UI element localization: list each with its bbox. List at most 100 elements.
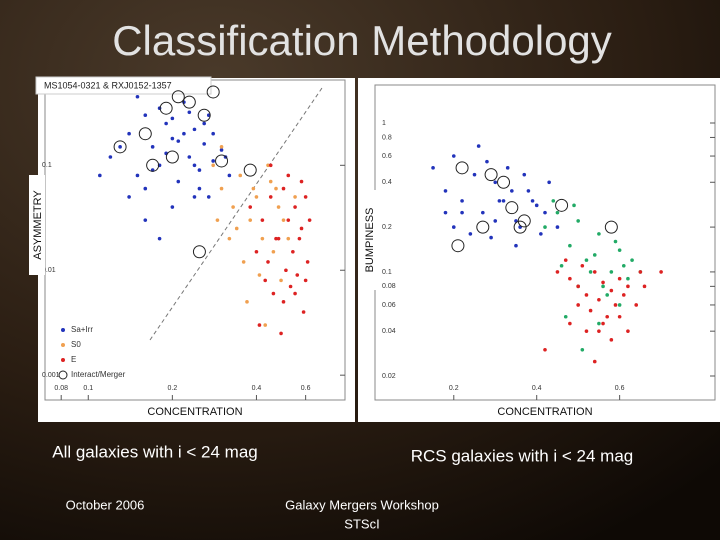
point: [588, 270, 593, 274]
point: [192, 163, 197, 168]
point: [143, 218, 148, 222]
point: [299, 179, 304, 184]
x-tick-label: 0.6: [301, 385, 311, 392]
point: [192, 127, 197, 132]
y-tick-label: 0.4: [382, 179, 392, 186]
point: [547, 180, 551, 185]
caption: All galaxies with i < 24 mag: [52, 442, 258, 461]
point: [254, 249, 259, 254]
point: [301, 310, 306, 314]
point: [286, 173, 291, 178]
panel: [38, 78, 355, 422]
point: [431, 166, 435, 170]
point: [215, 218, 220, 222]
point: [170, 116, 175, 121]
point: [621, 263, 626, 268]
point: [254, 195, 259, 199]
point: [170, 136, 175, 141]
point: [293, 195, 297, 199]
merger-marker: [517, 214, 531, 228]
merger-marker: [192, 245, 206, 259]
point: [584, 293, 589, 297]
subtitle-box: [35, 76, 212, 95]
point: [202, 142, 206, 146]
point: [559, 263, 564, 268]
point: [288, 284, 293, 289]
point: [568, 321, 572, 326]
merger-marker: [243, 163, 257, 177]
point: [563, 258, 568, 262]
point: [268, 163, 273, 168]
point: [576, 284, 580, 289]
x-tick-label: 0.2: [167, 385, 177, 392]
point: [617, 314, 622, 319]
point: [476, 144, 481, 148]
point: [572, 203, 576, 208]
point: [197, 168, 202, 172]
merger-marker: [197, 108, 211, 122]
point: [176, 139, 181, 143]
y-tick-label: 0.001: [42, 372, 60, 379]
point: [597, 297, 601, 302]
point: [234, 226, 239, 231]
point: [248, 205, 253, 209]
point: [601, 284, 605, 289]
divider-line: [149, 87, 323, 341]
merger-marker: [113, 140, 127, 154]
point: [510, 189, 514, 193]
point: [443, 210, 448, 215]
point: [451, 225, 456, 229]
point: [514, 243, 518, 248]
legend-marker: [61, 358, 65, 362]
y-axis-label: ASYMMETRY: [32, 190, 44, 260]
merger-marker: [451, 239, 465, 253]
point: [276, 205, 281, 209]
point: [192, 195, 197, 199]
point: [170, 205, 175, 209]
legend-label: Interact/Merger: [71, 370, 126, 379]
point: [568, 276, 572, 281]
point: [460, 199, 464, 203]
point: [150, 145, 155, 149]
point: [135, 94, 140, 99]
point: [157, 236, 162, 241]
point: [543, 347, 547, 352]
point: [526, 189, 531, 193]
merger-marker: [484, 168, 498, 182]
point: [271, 291, 276, 296]
point: [206, 195, 211, 199]
point: [626, 284, 630, 289]
x-tick-label: 0.6: [615, 385, 625, 392]
point: [211, 131, 215, 136]
y-tick-label: 0.1: [382, 269, 392, 276]
y-tick-label: 0.8: [382, 134, 392, 141]
point: [266, 260, 270, 264]
point: [260, 218, 265, 222]
point: [584, 329, 589, 333]
x-tick-label: 0.1: [83, 385, 93, 392]
point: [638, 270, 643, 274]
merger-marker: [555, 198, 569, 212]
merger-marker: [182, 95, 196, 109]
x-tick-label: 0.4: [252, 385, 262, 392]
footer-text: Galaxy Mergers Workshop: [285, 497, 439, 512]
merger-marker: [146, 158, 160, 172]
point: [485, 159, 489, 164]
point: [576, 303, 580, 307]
merger-marker: [165, 150, 179, 164]
point: [276, 236, 281, 241]
point: [135, 173, 140, 178]
point: [555, 225, 560, 229]
point: [248, 218, 253, 222]
point: [295, 273, 300, 277]
point: [460, 210, 464, 215]
point: [118, 145, 122, 149]
point: [489, 235, 493, 240]
point: [605, 314, 609, 319]
point: [530, 199, 535, 203]
point: [286, 218, 291, 222]
label-box: [490, 404, 600, 420]
point: [187, 155, 192, 159]
point: [592, 270, 597, 274]
